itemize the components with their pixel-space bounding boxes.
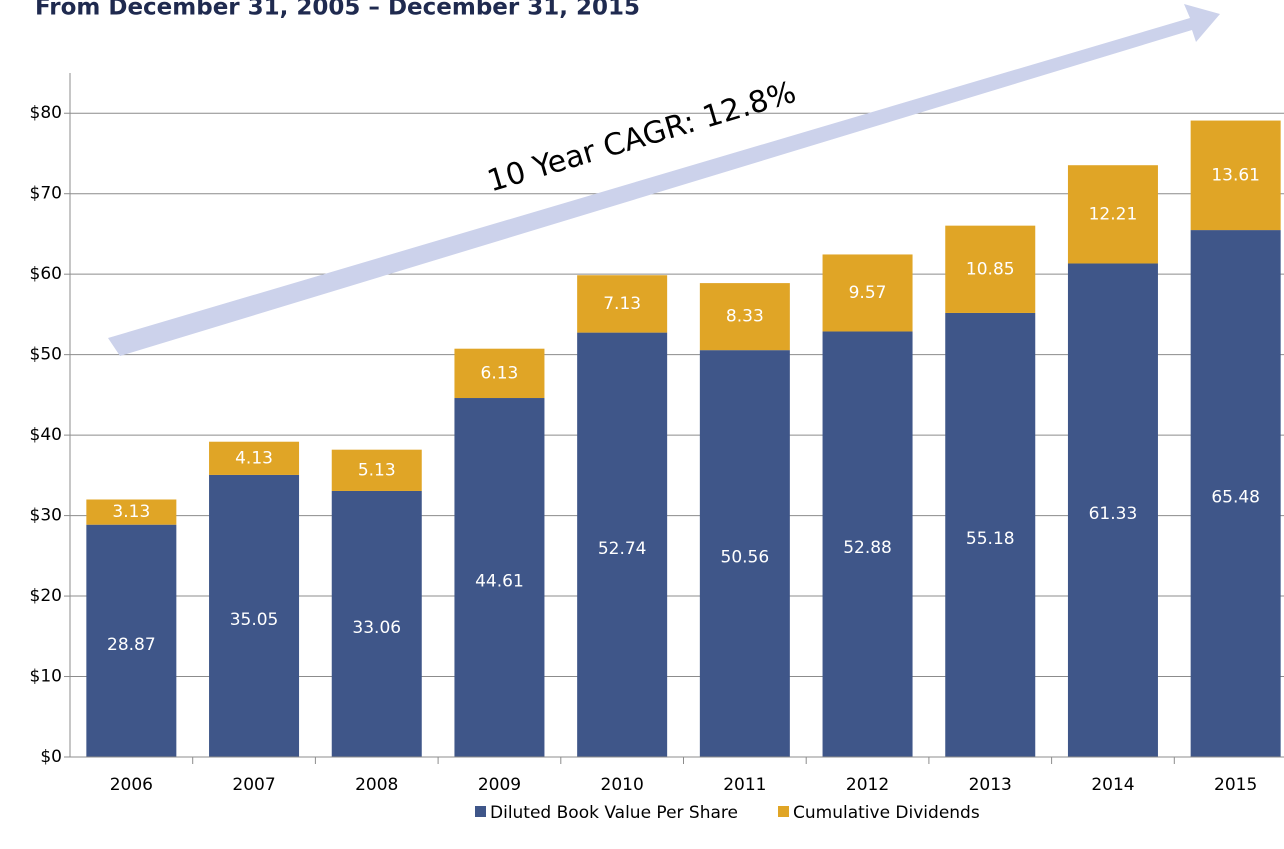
data-label: 8.33	[726, 307, 764, 327]
legend-swatch	[778, 806, 789, 817]
data-label: 61.33	[1089, 504, 1138, 524]
y-tick-label: $0	[40, 747, 62, 767]
chart-title: From December 31, 2005 – December 31, 20…	[35, 0, 640, 21]
x-tick-label: 2006	[110, 775, 153, 795]
y-tick-label: $80	[30, 103, 62, 123]
x-tick-label: 2010	[601, 775, 644, 795]
data-label: 52.88	[843, 538, 892, 558]
data-label: 5.13	[358, 460, 396, 480]
data-label: 10.85	[966, 259, 1015, 279]
data-label: 3.13	[112, 502, 150, 522]
bar-segment	[945, 312, 1036, 757]
bar-segment	[1190, 230, 1281, 757]
data-label: 6.13	[481, 363, 519, 383]
bar-segment	[822, 254, 913, 332]
bar-segment	[577, 332, 668, 757]
bar-segment	[699, 350, 790, 757]
data-label: 55.18	[966, 529, 1015, 549]
bar-segment	[331, 490, 422, 757]
data-label: 50.56	[721, 548, 770, 568]
x-tick-label: 2012	[846, 775, 889, 795]
bar-segment	[454, 348, 545, 399]
bar-segment	[86, 499, 177, 525]
legend-label: Diluted Book Value Per Share	[490, 803, 738, 823]
bar-segment	[822, 331, 913, 757]
data-label: 52.74	[598, 539, 647, 559]
bar-segment	[945, 225, 1036, 313]
y-tick-label: $70	[30, 184, 62, 204]
bar-segment	[209, 474, 300, 757]
legend: Diluted Book Value Per Share Cumulative D…	[475, 803, 980, 823]
x-tick-label: 2007	[232, 775, 275, 795]
data-label: 13.61	[1211, 165, 1260, 185]
y-tick-label: $10	[30, 667, 62, 687]
bar-segment	[1067, 165, 1158, 264]
x-tick-label: 2013	[969, 775, 1012, 795]
data-label: 65.48	[1211, 488, 1260, 508]
bar-segment	[86, 524, 177, 757]
data-label: 44.61	[475, 572, 524, 592]
bar-segment	[209, 441, 300, 475]
y-tick-label: $20	[30, 586, 62, 606]
x-tick-label: 2008	[355, 775, 398, 795]
bar-segment	[577, 275, 668, 333]
x-tick-label: 2011	[723, 775, 766, 795]
plot-area: $0 $10 $20 $30 $40 $50 $60 $70 $80 2006 28.87 3.13 2…	[30, 73, 1284, 795]
bar-segment	[1067, 263, 1158, 757]
data-label: 9.57	[849, 283, 887, 303]
y-tick-label: $40	[30, 425, 62, 445]
data-label: 7.13	[603, 294, 641, 314]
data-label: 35.05	[230, 610, 279, 630]
data-label: 28.87	[107, 635, 156, 655]
bar-segment	[1190, 120, 1281, 231]
bar-segment	[454, 398, 545, 757]
bar-segment	[699, 283, 790, 351]
data-label: 12.21	[1089, 204, 1138, 224]
legend-swatch	[475, 806, 486, 817]
y-tick-label: $50	[30, 345, 62, 365]
y-tick-label: $60	[30, 264, 62, 284]
data-label: 4.13	[235, 448, 273, 468]
legend-label: Cumulative Dividends	[793, 803, 980, 823]
y-tick-label: $30	[30, 506, 62, 526]
x-tick-label: 2014	[1091, 775, 1134, 795]
bar-segment	[331, 449, 422, 491]
data-label: 33.06	[352, 618, 401, 638]
trend-arrow	[108, 4, 1220, 356]
x-tick-label: 2009	[478, 775, 521, 795]
x-tick-label: 2015	[1214, 775, 1257, 795]
